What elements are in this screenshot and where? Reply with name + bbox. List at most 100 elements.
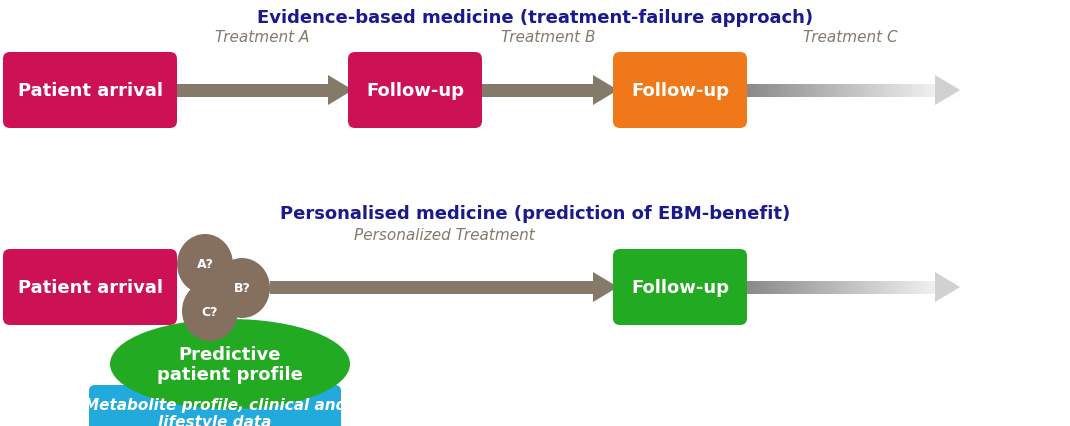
Ellipse shape	[214, 259, 270, 318]
Polygon shape	[829, 281, 834, 294]
Polygon shape	[760, 281, 764, 294]
Polygon shape	[477, 84, 593, 97]
Polygon shape	[930, 84, 934, 97]
Polygon shape	[804, 84, 808, 97]
Text: Treatment C: Treatment C	[802, 30, 898, 45]
Polygon shape	[873, 84, 877, 97]
FancyBboxPatch shape	[3, 249, 177, 325]
Polygon shape	[921, 84, 926, 97]
Polygon shape	[764, 84, 768, 97]
Text: Evidence-based medicine (treatment-failure approach): Evidence-based medicine (treatment-failu…	[257, 9, 813, 27]
Polygon shape	[270, 281, 593, 294]
Polygon shape	[899, 281, 903, 294]
Polygon shape	[821, 281, 825, 294]
Polygon shape	[882, 84, 886, 97]
Polygon shape	[742, 281, 747, 294]
Polygon shape	[877, 84, 882, 97]
Polygon shape	[921, 281, 926, 294]
Polygon shape	[890, 281, 895, 294]
Polygon shape	[895, 84, 899, 97]
Polygon shape	[956, 84, 960, 97]
Polygon shape	[851, 281, 855, 294]
Ellipse shape	[110, 319, 350, 409]
Polygon shape	[838, 84, 842, 97]
Text: Follow-up: Follow-up	[631, 82, 729, 100]
Polygon shape	[916, 84, 921, 97]
FancyBboxPatch shape	[89, 385, 341, 426]
Polygon shape	[882, 281, 886, 294]
Text: Follow-up: Follow-up	[366, 82, 464, 100]
Polygon shape	[593, 272, 618, 302]
Polygon shape	[926, 84, 930, 97]
Polygon shape	[804, 281, 808, 294]
Polygon shape	[934, 281, 938, 294]
FancyBboxPatch shape	[613, 53, 747, 129]
Polygon shape	[825, 281, 829, 294]
Polygon shape	[846, 281, 851, 294]
Text: Treatment A: Treatment A	[215, 30, 309, 45]
Polygon shape	[886, 281, 890, 294]
Polygon shape	[747, 281, 751, 294]
Polygon shape	[328, 76, 353, 106]
Polygon shape	[785, 84, 790, 97]
Polygon shape	[755, 281, 760, 294]
Polygon shape	[947, 84, 951, 97]
Polygon shape	[934, 84, 938, 97]
Polygon shape	[742, 84, 747, 97]
Polygon shape	[755, 84, 760, 97]
Polygon shape	[930, 281, 934, 294]
Polygon shape	[865, 84, 869, 97]
Polygon shape	[895, 281, 899, 294]
Polygon shape	[781, 281, 785, 294]
FancyBboxPatch shape	[348, 53, 482, 129]
Polygon shape	[846, 84, 851, 97]
Text: B?: B?	[233, 282, 250, 295]
Polygon shape	[808, 84, 812, 97]
Text: Patient arrival: Patient arrival	[17, 82, 163, 100]
Polygon shape	[912, 281, 916, 294]
Polygon shape	[851, 84, 855, 97]
Polygon shape	[821, 84, 825, 97]
Polygon shape	[798, 281, 804, 294]
Polygon shape	[938, 84, 943, 97]
Polygon shape	[812, 84, 816, 97]
Polygon shape	[812, 281, 816, 294]
Polygon shape	[877, 281, 882, 294]
Polygon shape	[808, 281, 812, 294]
Ellipse shape	[182, 281, 238, 341]
Polygon shape	[886, 84, 890, 97]
Text: C?: C?	[202, 305, 218, 318]
Polygon shape	[859, 84, 865, 97]
Polygon shape	[951, 84, 956, 97]
Polygon shape	[747, 84, 751, 97]
Polygon shape	[816, 281, 821, 294]
Polygon shape	[943, 84, 947, 97]
Text: Personalised medicine (prediction of EBM-benefit): Personalised medicine (prediction of EBM…	[280, 204, 790, 222]
Polygon shape	[829, 84, 834, 97]
Text: Patient arrival: Patient arrival	[17, 278, 163, 296]
Polygon shape	[785, 281, 790, 294]
Polygon shape	[790, 281, 794, 294]
Polygon shape	[855, 281, 859, 294]
Polygon shape	[956, 281, 960, 294]
Polygon shape	[938, 281, 943, 294]
Polygon shape	[869, 84, 873, 97]
Polygon shape	[951, 281, 956, 294]
Polygon shape	[790, 84, 794, 97]
Polygon shape	[842, 84, 846, 97]
FancyBboxPatch shape	[3, 53, 177, 129]
Polygon shape	[873, 281, 877, 294]
Polygon shape	[903, 84, 907, 97]
Text: Metabolite profile, clinical and
lifestyle data: Metabolite profile, clinical and lifesty…	[83, 397, 347, 426]
Polygon shape	[855, 84, 859, 97]
Polygon shape	[907, 281, 912, 294]
Polygon shape	[773, 281, 777, 294]
Polygon shape	[935, 76, 960, 106]
Text: Treatment B: Treatment B	[501, 30, 595, 45]
Polygon shape	[794, 84, 798, 97]
Polygon shape	[899, 84, 903, 97]
Polygon shape	[172, 84, 328, 97]
Polygon shape	[869, 281, 873, 294]
Polygon shape	[751, 281, 755, 294]
Polygon shape	[773, 84, 777, 97]
